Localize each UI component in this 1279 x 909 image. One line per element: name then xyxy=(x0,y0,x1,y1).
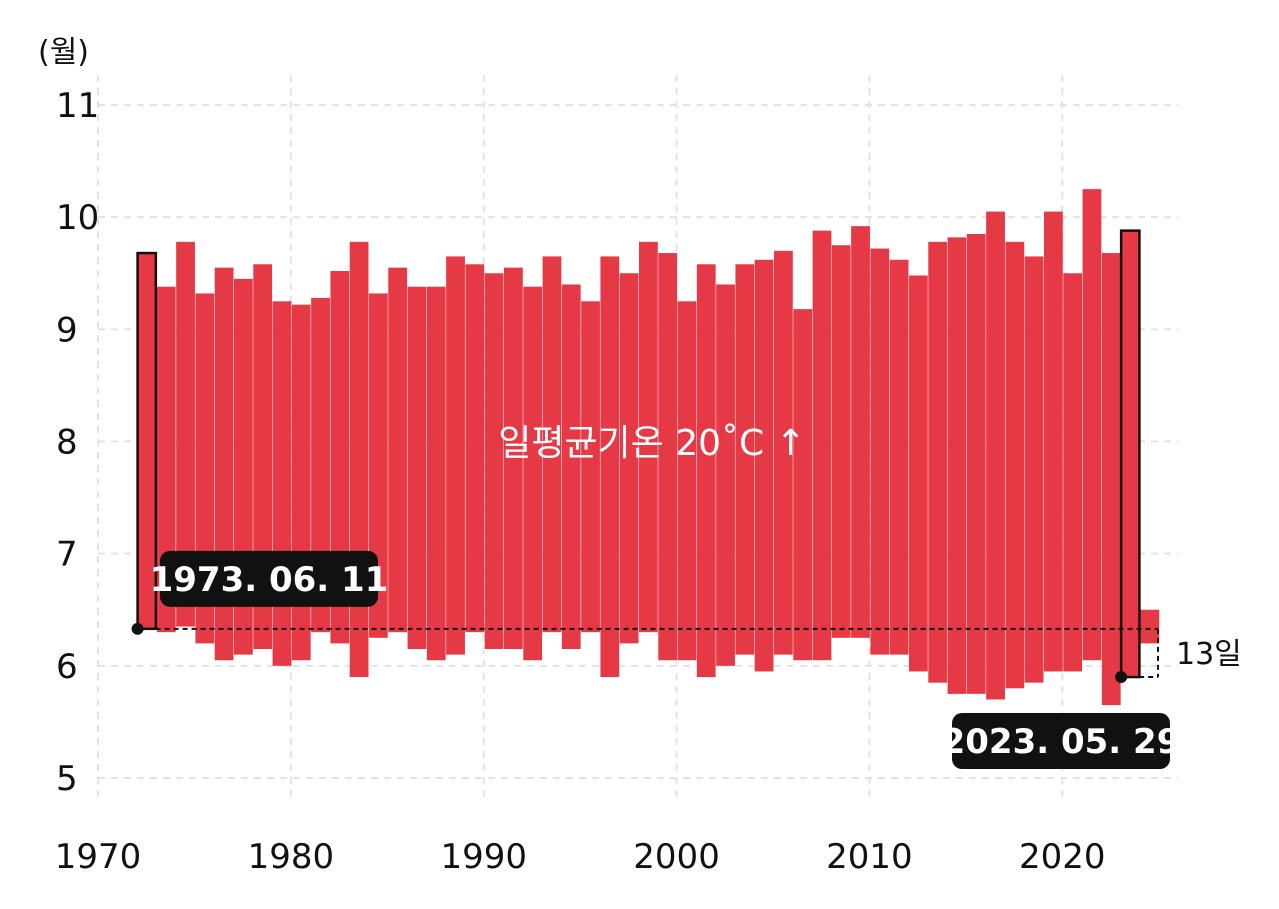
range-bar xyxy=(793,309,813,661)
highlight-layer: 1973. 06. 11 2023. 05. 29 13일 xyxy=(131,229,1242,770)
range-bar xyxy=(889,259,909,655)
range-bar xyxy=(870,248,890,655)
date-label: 1973. 06. 11 xyxy=(150,560,389,600)
x-axis-ticks: 1970 1980 1990 2000 2010 2020 xyxy=(55,837,1106,877)
range-bar xyxy=(484,273,504,650)
range-bar xyxy=(581,301,600,633)
range-bar xyxy=(446,256,465,655)
y-tick-label: 9 xyxy=(56,310,78,350)
range-bar xyxy=(696,264,716,678)
x-tick-label: 1990 xyxy=(440,837,527,877)
y-tick-label: 5 xyxy=(56,759,78,799)
range-bar xyxy=(658,253,678,661)
range-bar xyxy=(542,256,562,633)
date-label-box xyxy=(160,550,378,607)
date-label: 2023. 05. 29 xyxy=(942,722,1181,762)
range-bar xyxy=(1024,256,1044,683)
range-bar xyxy=(1082,189,1102,661)
gap-label: 13일 xyxy=(1176,637,1242,672)
y-tick-label: 8 xyxy=(56,423,78,463)
range-bar xyxy=(291,304,311,661)
range-bar xyxy=(831,245,851,638)
range-bar xyxy=(272,301,292,666)
range-bar xyxy=(1101,253,1121,706)
range-bar xyxy=(774,250,793,655)
range-bar xyxy=(407,286,427,650)
range-bar xyxy=(388,267,408,633)
y-tick-label: 10 xyxy=(56,198,99,238)
range-bar xyxy=(523,286,543,661)
center-annotation: 일평균기온 20˚C ↑ xyxy=(498,423,806,464)
range-bar xyxy=(176,241,195,627)
y-axis-unit: (월) xyxy=(38,35,89,70)
x-tick-label: 2000 xyxy=(633,837,720,877)
range-bar xyxy=(716,284,735,666)
range-bar xyxy=(947,237,967,694)
range-bar xyxy=(369,293,388,638)
x-tick-label: 1970 xyxy=(55,837,142,877)
range-bar xyxy=(1140,609,1160,644)
x-tick-label: 1980 xyxy=(248,837,335,877)
range-bar xyxy=(600,256,620,678)
y-tick-label: 11 xyxy=(56,86,99,126)
range-bar xyxy=(909,275,928,672)
range-bar xyxy=(928,241,948,683)
y-tick-label: 7 xyxy=(56,535,78,575)
range-bar xyxy=(349,241,369,678)
range-bar xyxy=(677,301,697,661)
date-label-box xyxy=(952,713,1170,770)
y-axis-ticks: 5 6 7 8 9 10 11 xyxy=(56,86,99,799)
range-bar xyxy=(986,211,1005,700)
range-bar xyxy=(1005,241,1025,689)
range-bar xyxy=(311,297,330,633)
x-tick-label: 2010 xyxy=(826,837,913,877)
range-bar xyxy=(1044,211,1063,672)
range-bar xyxy=(851,226,870,638)
range-bar xyxy=(426,286,446,661)
range-bar xyxy=(156,286,176,633)
range-bar xyxy=(504,267,523,650)
highlight-bar xyxy=(1119,229,1141,679)
range-bar xyxy=(561,284,581,650)
range-bar xyxy=(465,264,485,633)
range-bar xyxy=(735,264,755,655)
range-bar xyxy=(330,271,350,644)
y-tick-label: 6 xyxy=(56,647,78,687)
range-bar xyxy=(966,233,986,694)
x-tick-label: 2020 xyxy=(1019,837,1106,877)
range-bar xyxy=(1063,273,1083,672)
range-bar xyxy=(639,241,658,633)
range-bar xyxy=(754,259,774,672)
range-bar xyxy=(812,230,832,661)
range-bar xyxy=(619,273,639,644)
